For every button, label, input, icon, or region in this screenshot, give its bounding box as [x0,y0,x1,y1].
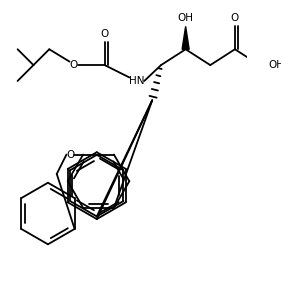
Text: HN: HN [129,76,144,86]
Text: OH: OH [178,14,194,23]
Text: OH: OH [268,60,281,70]
Polygon shape [182,26,189,49]
Text: O: O [231,14,239,23]
Text: O: O [69,60,77,70]
Text: O: O [67,150,75,160]
Text: O: O [101,29,109,39]
